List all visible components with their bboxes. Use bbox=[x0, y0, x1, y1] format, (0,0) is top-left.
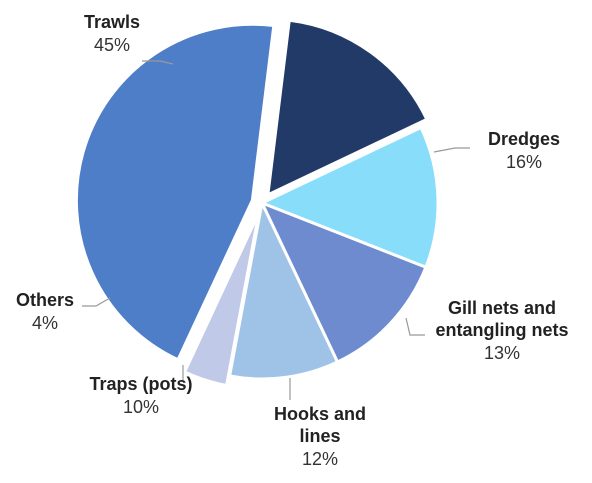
label-value-dredges: 16% bbox=[506, 152, 542, 172]
label-value-others: 4% bbox=[32, 313, 58, 333]
leader-lines bbox=[82, 60, 470, 400]
leader-dredges bbox=[433, 147, 470, 153]
pie-slices bbox=[74, 18, 440, 388]
slice-traps-pots bbox=[228, 201, 339, 381]
label-name-hooks-and-lines-2: lines bbox=[299, 426, 340, 446]
label-others: Others 4% bbox=[16, 290, 74, 333]
label-name-trawls: Trawls bbox=[84, 12, 140, 32]
label-name-hooks-and-lines-1: Hooks and bbox=[274, 404, 366, 424]
label-dredges: Dredges 16% bbox=[488, 129, 560, 172]
slice-hooks-and-lines bbox=[260, 201, 428, 364]
slice-gill-nets-and-entangling-nets bbox=[260, 126, 440, 269]
label-value-trawls: 45% bbox=[94, 35, 130, 55]
label-traps-pots: Traps (pots) 10% bbox=[89, 374, 192, 417]
slice-others bbox=[183, 211, 261, 388]
label-value-hooks-and-lines: 12% bbox=[302, 449, 338, 469]
label-name-dredges: Dredges bbox=[488, 129, 560, 149]
slice-trawls bbox=[74, 22, 276, 362]
label-value-traps-pots: 10% bbox=[123, 397, 159, 417]
slice-dredges bbox=[266, 18, 429, 197]
label-name-gill-nets-and-entangling-nets-2: entangling nets bbox=[435, 320, 568, 340]
label-name-gill-nets-and-entangling-nets-1: Gill nets and bbox=[448, 298, 556, 318]
label-name-others: Others bbox=[16, 290, 74, 310]
label-name-traps-pots: Traps (pots) bbox=[89, 374, 192, 394]
label-trawls: Trawls 45% bbox=[84, 12, 140, 55]
leader-others bbox=[82, 297, 111, 307]
leader-gill-nets-and-entangling-nets bbox=[405, 317, 425, 336]
slice-labels: Trawls 45% Dredges 16% Gill nets andentangli… bbox=[16, 12, 569, 469]
leader-trawls bbox=[142, 60, 174, 65]
label-value-gill-nets-and-entangling-nets: 13% bbox=[484, 343, 520, 363]
